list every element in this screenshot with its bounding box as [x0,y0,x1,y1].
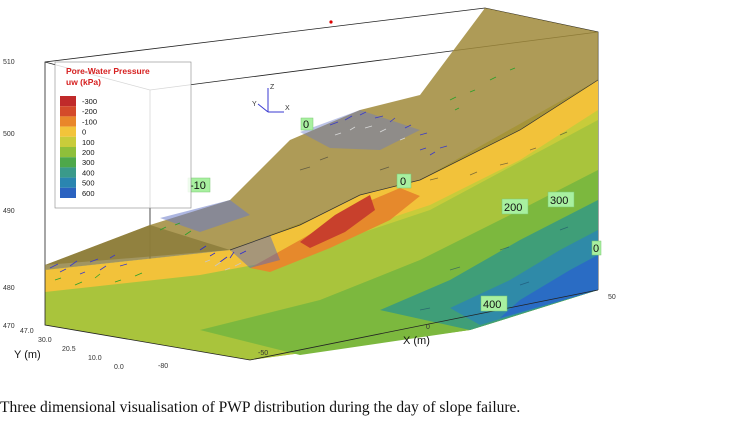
z-tick: 510 [3,59,15,66]
svg-text:-10: -10 [190,180,206,192]
legend-swatch [60,126,76,137]
legend-subtitle: uw (kPa) [66,77,101,87]
z-axis: 510 500 490 480 470 [3,59,15,330]
legend: Pore-Water Pressure uw (kPa) -300-200-10… [54,61,192,209]
x-axis: -80 -50 0 50 X (m) [158,294,616,370]
legend-label: 300 [82,158,95,167]
legend-swatch [60,177,76,188]
z-tick: 470 [3,323,15,330]
z-tick: 490 [3,208,15,215]
legend-label: 400 [82,168,95,177]
legend-swatch [60,187,76,198]
y-axis: 47.0 30.0 20.5 10.0 0.0 Y (m) [14,328,124,371]
box-front-edges [44,270,599,361]
legend-label: 100 [82,138,95,147]
svg-text:0: 0 [400,176,406,188]
legend-title: Pore-Water Pressure [66,66,150,76]
legend-swatch [60,116,76,127]
negative-zone-red [300,195,375,248]
legend-swatch [60,147,76,158]
legend-label: -300 [82,97,97,106]
slope-top-surface [45,8,599,270]
legend-label: 200 [82,148,95,157]
svg-text:200: 200 [504,202,522,214]
svg-text:400: 400 [483,299,501,311]
surface-shading-blue-3 [230,235,280,268]
marker-dot [329,20,333,24]
x-tick: -50 [258,350,268,357]
contour-label-200: 200 [501,198,529,215]
svg-text:Y: Y [252,101,257,108]
legend-label: -200 [82,107,97,116]
contour-label-0-right: 0 [591,240,602,256]
x-tick: -80 [158,363,168,370]
svg-text:0: 0 [593,243,599,255]
svg-text:Z: Z [270,84,275,91]
band-0 [45,80,598,292]
x-tick: 0 [426,324,430,331]
figure-caption: Three dimensional visualisation of PWP d… [0,399,521,416]
band-500 [500,255,598,318]
pwp-3d-figure: 0 -10 0 200 300 400 0 Z [3,7,616,371]
contour-labels: 0 -10 0 200 300 400 0 [187,117,602,312]
contour-label-400: 400 [480,295,508,312]
y-tick: 0.0 [114,364,124,371]
legend-swatch [60,136,76,147]
x-tick: 50 [608,294,616,301]
contour-label-0-mid: 0 [396,173,412,189]
z-tick: 500 [3,131,15,138]
legend-label: -100 [82,117,97,126]
legend-label: 0 [82,128,86,137]
contour-label-300: 300 [547,191,575,208]
axis-triad: Z Y X [252,84,290,113]
contour-label-neg10: -10 [187,177,211,193]
svg-text:X: X [285,105,290,112]
legend-label: 500 [82,179,95,188]
legend-swatch [60,96,76,107]
svg-text:300: 300 [550,195,568,207]
flow-vectors [49,67,569,311]
y-tick: 10.0 [88,355,102,362]
legend-swatch [60,106,76,117]
surface-shading-blue-2 [300,110,420,150]
surface-shading-blue [160,200,250,232]
legend-label: 600 [82,189,95,198]
svg-text:0: 0 [303,119,309,131]
legend-swatch [60,167,76,178]
contour-label-0-top: 0 [300,117,314,131]
z-tick: 480 [3,285,15,292]
x-axis-title: X (m) [403,335,430,347]
legend-swatch [60,157,76,168]
y-axis-title: Y (m) [14,349,41,361]
y-tick: 20.5 [62,346,76,353]
y-tick: 47.0 [20,328,34,335]
y-tick: 30.0 [38,337,52,344]
